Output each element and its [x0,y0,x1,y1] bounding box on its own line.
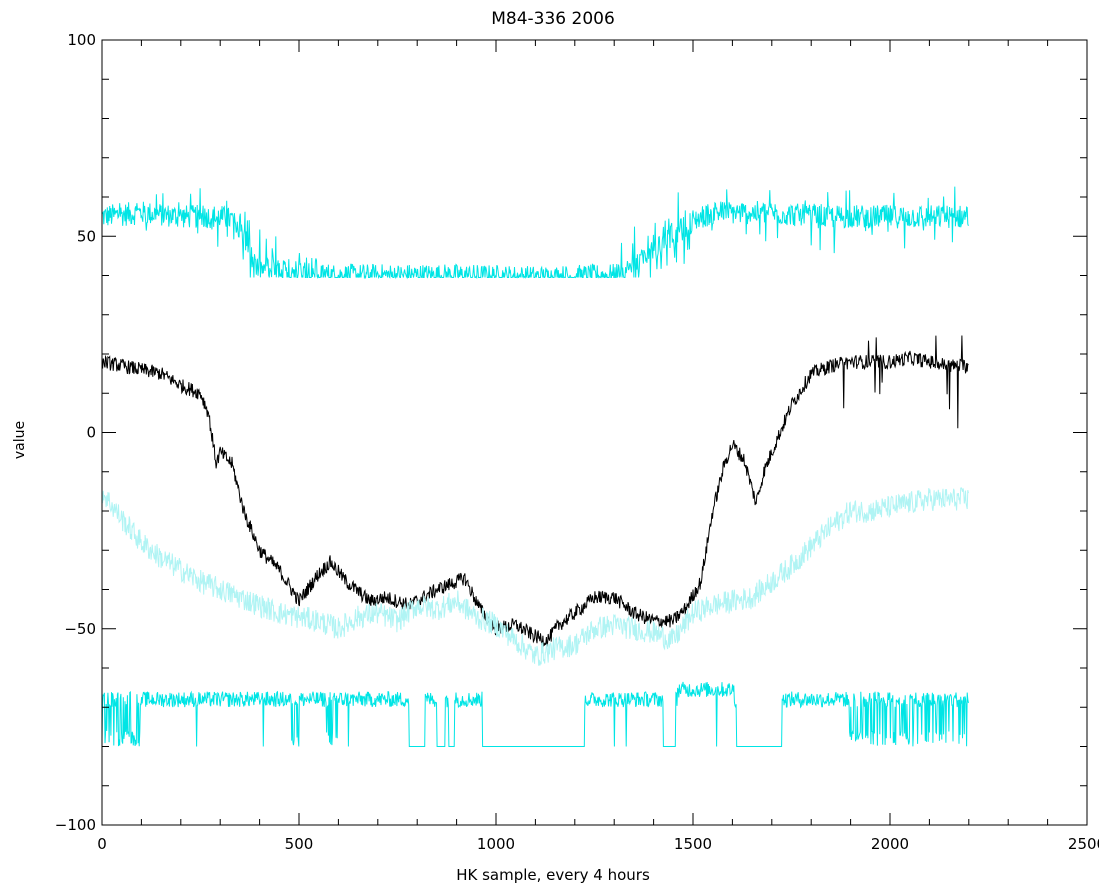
y-tick-label: 50 [77,227,96,245]
series-line-4 [101,681,969,747]
y-tick-label: −100 [55,816,96,834]
y-tick-label: 0 [86,424,96,442]
x-tick-label: 1000 [477,835,515,853]
series-line-1 [101,186,969,280]
x-tick-label: 1500 [674,835,712,853]
y-axis-label: value [12,421,28,459]
tick-group [101,39,1088,826]
chart-title: M84-336 2006 [491,9,615,29]
tick-label-group: 0 500 1000 1500 2000 2500 −100 −50 0 50 100 [55,31,1099,853]
x-tick-label: 2000 [871,835,909,853]
x-axis-label: HK sample, every 4 hours [456,866,650,884]
y-tick-label: 100 [67,31,96,49]
x-tick-label: 0 [97,835,107,853]
series-line-2 [101,335,969,648]
x-tick-label: 2500 [1068,835,1099,853]
series-line-3 [101,487,969,666]
series-group [101,186,969,747]
y-tick-label: −50 [64,620,96,638]
x-tick-label: 500 [285,835,314,853]
